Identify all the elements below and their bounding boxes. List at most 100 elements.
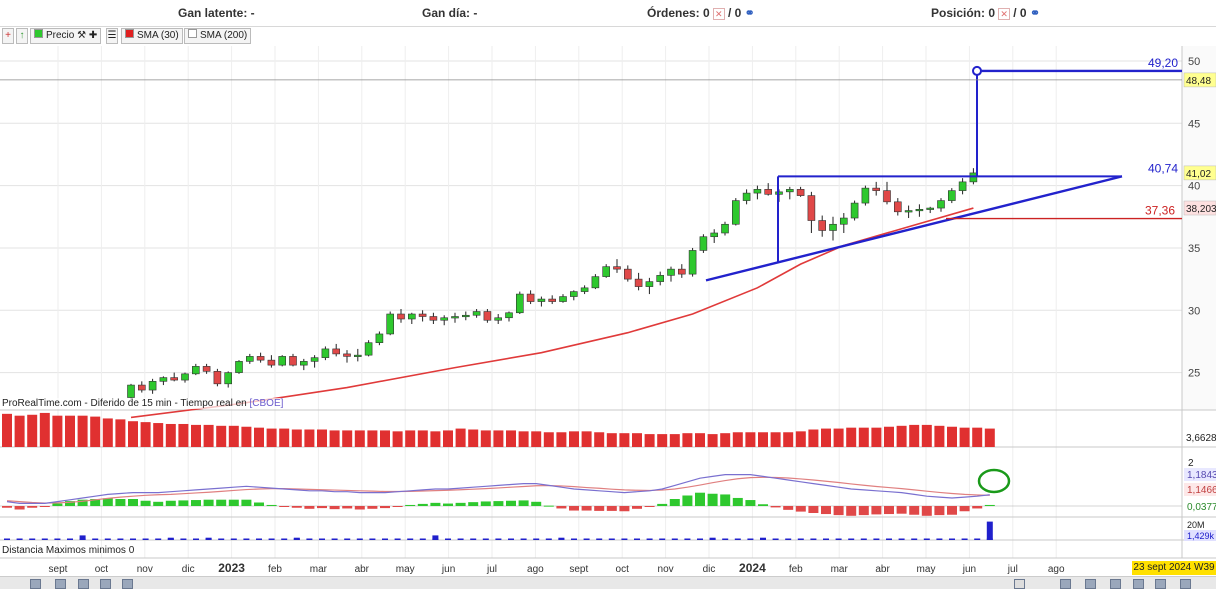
candle-body [613, 266, 621, 270]
candle-body [807, 195, 816, 221]
candle-body [224, 372, 232, 385]
time-tick-label: mar [831, 564, 849, 575]
orders-cancel-icon[interactable]: ✕ [713, 8, 725, 20]
volume-bar [707, 434, 718, 447]
exchange-link[interactable]: [CBOE] [249, 398, 284, 409]
macd-histogram-bar [493, 501, 504, 506]
candle-body [289, 356, 297, 366]
support-level-label: 37,36 [1145, 204, 1175, 218]
time-tick-label: oct [95, 564, 109, 575]
candle-body [526, 293, 535, 302]
volume-bar [745, 432, 756, 447]
position-cancel-icon[interactable]: ✕ [998, 8, 1010, 20]
macd-histogram-tag: 0,0377 [1187, 502, 1216, 513]
macd-histogram-bar [14, 506, 25, 510]
macd-histogram-bar [153, 501, 164, 506]
volume-bar [77, 415, 88, 447]
price-tick-label: 50 [1188, 56, 1200, 68]
price-tick-label: 35 [1188, 243, 1200, 255]
candle-body [634, 278, 643, 287]
volume-bar [569, 431, 579, 447]
volume-bar [90, 416, 101, 447]
time-tick-label: dic [182, 564, 195, 575]
volume-bar [291, 429, 302, 447]
time-tick-label: ago [1048, 564, 1065, 575]
volume-bar [795, 431, 806, 447]
candle-body [667, 268, 675, 276]
macd-tick-label: 2 [1188, 458, 1194, 469]
volume-bar [695, 433, 705, 447]
macd-histogram-bar [884, 506, 894, 515]
volume-last-label: 3,6628 [1186, 433, 1216, 444]
macd-histogram-bar [745, 500, 756, 506]
volume-bar [972, 427, 983, 447]
chart-type-icon[interactable]: ↑ [16, 28, 28, 44]
sma30-button[interactable]: SMA (30) [121, 28, 183, 44]
sma200-label: SMA (200) [200, 30, 248, 41]
volume-bar [52, 415, 63, 447]
macd-histogram-bar [921, 506, 932, 516]
macd-histogram-bar [984, 504, 995, 506]
lower-indicator-bar [256, 538, 262, 540]
macd-histogram-bar [241, 499, 252, 506]
position-link-icon[interactable]: ⚭ [1029, 6, 1040, 20]
list-icon[interactable]: ☰ [106, 28, 118, 44]
lower-indicator-bar [747, 538, 754, 540]
macd-histogram-bar [203, 499, 214, 506]
candle-body [213, 371, 222, 385]
candle-body [181, 373, 189, 381]
lower-indicator-bar [659, 538, 666, 540]
candle-body [256, 356, 265, 361]
macd-histogram-bar [909, 506, 920, 515]
macd-histogram-bar [594, 506, 605, 511]
volume-bar [808, 429, 819, 447]
macd-histogram-bar [518, 500, 529, 506]
sma200-button[interactable]: SMA (200) [184, 28, 252, 44]
macd-histogram-bar [795, 506, 806, 512]
candle-body [796, 189, 805, 196]
macd-histogram-bar [39, 506, 50, 507]
macd-histogram-bar [191, 500, 201, 506]
lower-indicator-bar [155, 538, 162, 540]
candle-body [310, 357, 319, 362]
macd-histogram-bar [165, 500, 176, 506]
candle-body [818, 220, 827, 231]
lower-indicator-bar [634, 538, 640, 540]
volume-bar [329, 430, 340, 447]
macd-histogram-bar [770, 506, 781, 508]
lower-indicator-bar [117, 538, 124, 540]
candle-body [710, 232, 719, 238]
macd-histogram-bar [468, 502, 479, 506]
macd-histogram-bar [732, 497, 743, 506]
macd-line-tag: 1,1843 [1187, 470, 1216, 481]
volume-bar [115, 419, 126, 447]
volume-bar [984, 428, 995, 447]
time-tick-label: 2024 [739, 561, 766, 575]
lower-indicator-tag: 1,429k [1187, 531, 1215, 541]
candle-body [602, 266, 611, 277]
macd-histogram-bar [417, 503, 428, 506]
macd-histogram-bar [846, 506, 857, 516]
macd-histogram-bar [367, 506, 378, 509]
price-tick-label: 40 [1188, 181, 1200, 193]
lower-indicator-bar [671, 538, 678, 540]
volume-bar [140, 422, 151, 447]
lower-indicator-bar [949, 538, 955, 540]
candle-body [699, 236, 708, 251]
account-summary-bar: Gan latente: - Gan día: - Órdenes: 0 ✕ /… [0, 0, 1216, 27]
add-indicator-icon[interactable]: + [2, 28, 14, 44]
candle-body [829, 223, 837, 231]
time-tick-label: jun [441, 564, 455, 575]
lower-indicator-bar [823, 538, 829, 540]
macd-signal-tag-bg [1184, 483, 1216, 496]
lower-indicator-spike [432, 535, 439, 540]
candle-body [159, 377, 168, 382]
orders-link-icon[interactable]: ⚭ [744, 6, 755, 20]
time-tick-label: jun [962, 564, 976, 575]
price-settings-button[interactable]: Precio ⚒ ✚ [30, 28, 102, 44]
wrench-icon[interactable]: ⚒ [77, 30, 87, 41]
volume-bar [165, 423, 176, 447]
lower-indicator-spike [986, 521, 993, 540]
candle-body [937, 200, 945, 209]
